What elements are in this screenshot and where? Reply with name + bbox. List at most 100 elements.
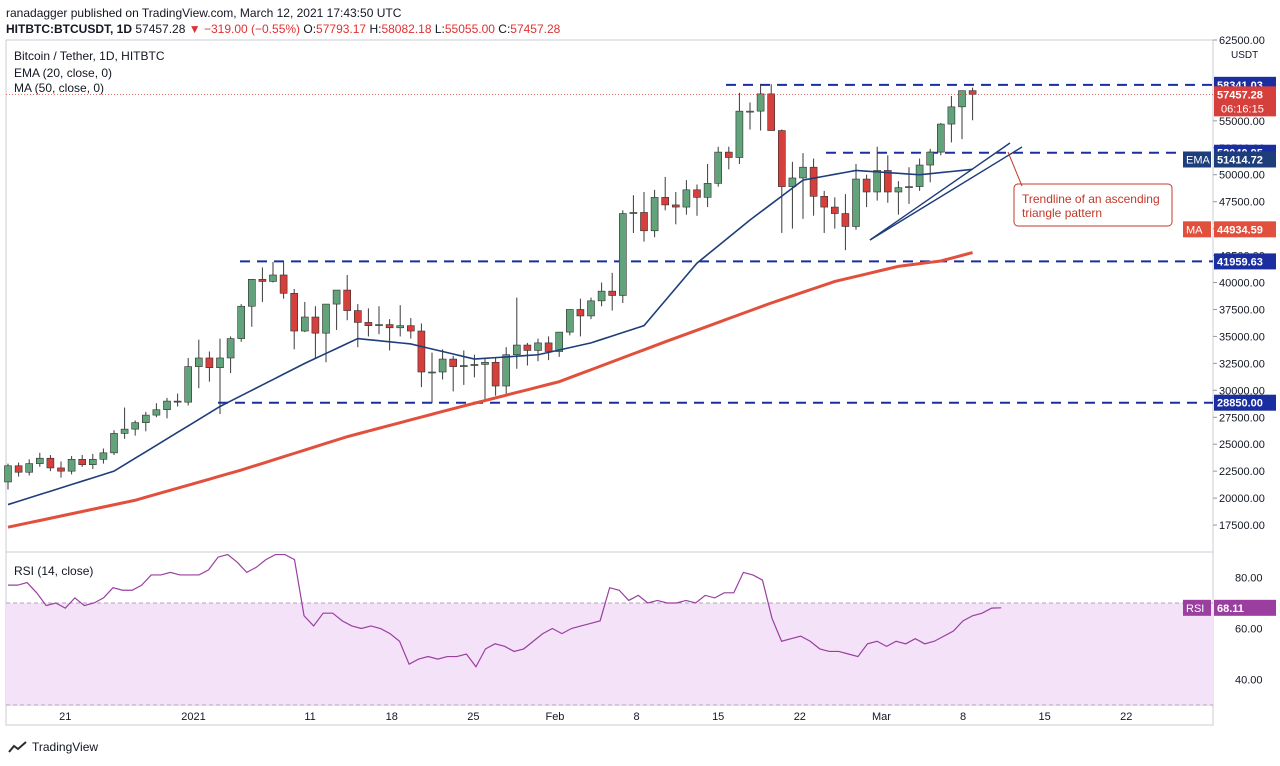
y-tick-label: 55000.00 [1219, 116, 1265, 128]
rsi-tick-label: 60.00 [1235, 624, 1263, 636]
ma-tag-value: 44934.59 [1217, 224, 1263, 236]
ema-tag-label: EMA [1186, 154, 1211, 166]
x-tick-label: Mar [872, 711, 891, 723]
candle-body [459, 365, 468, 367]
rsi-tag-value-bg [1214, 599, 1276, 616]
candle-body [873, 170, 882, 193]
candle-body [152, 409, 161, 416]
candle-body [353, 310, 362, 323]
ma-tag-label: MA [1186, 224, 1203, 236]
legend-rsi: RSI (14, close) [14, 564, 93, 578]
open-value: 57793.17 [316, 22, 367, 36]
candle-body [332, 289, 341, 305]
rsi-line [8, 553, 1002, 668]
ema-tag-value-bg [1214, 151, 1276, 168]
candle-body [830, 206, 839, 214]
publisher-line: ranadagger published on TradingView.com,… [6, 6, 402, 20]
price-change: ▼ −319.00 (−0.55%) [188, 22, 301, 36]
ema-tag-label-bg [1183, 151, 1211, 168]
candle-body [693, 189, 701, 198]
high-label: H: [369, 22, 382, 36]
candle-body [735, 110, 744, 158]
low-value: 55055.00 [444, 22, 495, 36]
candle-body [300, 316, 309, 332]
publish-header: ranadagger published on TradingView.com,… [6, 6, 560, 36]
x-tick-label: 15 [712, 711, 724, 723]
candle-body [862, 178, 871, 193]
y-tick-label: 17500.00 [1219, 520, 1265, 532]
candle-body [968, 90, 977, 95]
candle-body [820, 195, 829, 208]
candle-body [788, 177, 797, 187]
level-tag-bg [1214, 253, 1276, 270]
candle-body [555, 331, 564, 352]
candle-body [661, 197, 670, 206]
candle-body [544, 342, 553, 352]
x-tick-label: 2021 [181, 711, 205, 723]
x-tick-label: 22 [794, 711, 806, 723]
candle-body [512, 344, 521, 356]
rsi-tag-label: RSI [1186, 603, 1204, 615]
x-tick-label: 15 [1039, 711, 1051, 723]
candle-body [67, 459, 76, 472]
x-tick-label: 8 [960, 711, 966, 723]
candle-body [120, 428, 129, 434]
last-price-tag: 57457.28 [1217, 89, 1263, 101]
candle-body [608, 290, 617, 296]
candle-body [671, 204, 680, 208]
x-tick-label: 21 [59, 711, 71, 723]
candle-body [35, 457, 44, 464]
y-tick-label: 22500.00 [1219, 466, 1265, 478]
ema20-line [7, 168, 973, 506]
candle-body [205, 357, 214, 368]
candle-body [724, 151, 733, 158]
candle-body [226, 338, 235, 359]
candle-body [364, 322, 373, 326]
candle-body [841, 213, 850, 227]
candle-body [248, 278, 256, 307]
tradingview-brand[interactable]: TradingView [8, 740, 98, 754]
x-tick-label: 8 [634, 711, 640, 723]
rsi-tag-label-bg [1183, 599, 1211, 616]
trendline-upper [869, 142, 1011, 241]
y-tick-label: 27500.00 [1219, 412, 1265, 424]
candle-body [4, 465, 12, 483]
candle-body [682, 189, 691, 208]
candle-body [163, 400, 171, 411]
close-label: C: [498, 22, 511, 36]
candle-body [142, 414, 150, 423]
candle-body [449, 358, 458, 367]
candle-body [396, 325, 405, 329]
candle-body [576, 309, 585, 317]
x-tick-label: 25 [467, 711, 479, 723]
trendline-lower [869, 146, 1023, 241]
candle-body [799, 166, 807, 179]
candle-body [502, 354, 511, 387]
last-price: 57457.28 [135, 22, 186, 36]
high-value: 58082.18 [381, 22, 432, 36]
candle-body [883, 170, 892, 193]
candle-body [523, 344, 532, 351]
candle-body [629, 212, 638, 214]
candle-body [46, 457, 55, 469]
candle-body [258, 278, 267, 282]
annotation-callout: Trendline of an ascending triangle patte… [1007, 151, 1173, 227]
y-tick-label: 40000.00 [1219, 278, 1265, 290]
candle-body [279, 274, 288, 294]
x-tick-label: 18 [386, 711, 398, 723]
candle-body [491, 361, 500, 387]
candle-body [714, 151, 723, 184]
legend-ema: EMA (20, close, 0) [14, 66, 112, 80]
candle-body [322, 303, 330, 334]
candle-body [216, 357, 224, 368]
rsi-band [6, 603, 1213, 705]
tradingview-logo-icon [8, 741, 27, 753]
candle-body [852, 178, 860, 227]
countdown-tag: 06:16:15 [1221, 103, 1264, 115]
candle-body [428, 371, 436, 374]
candle-body [195, 357, 203, 367]
rsi-tick-label: 80.00 [1235, 573, 1263, 585]
candle-body [894, 187, 903, 193]
candle-body [809, 166, 818, 197]
